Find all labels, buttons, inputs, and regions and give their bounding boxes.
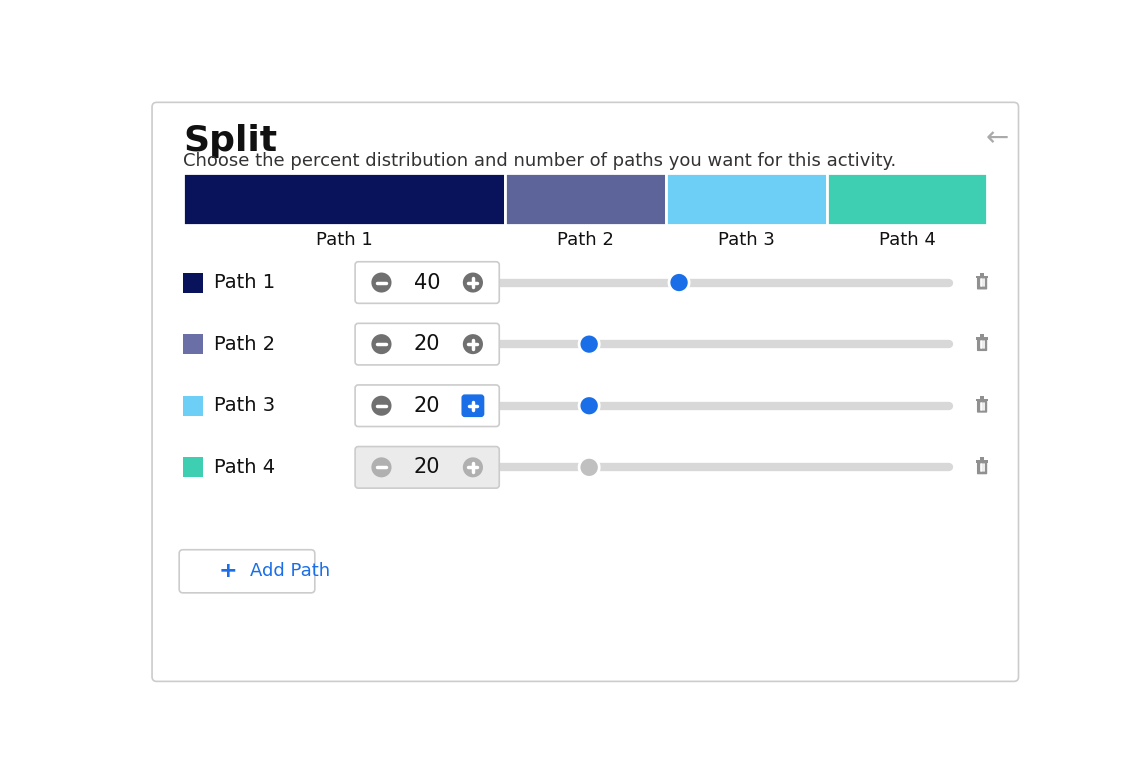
Bar [976, 460, 988, 462]
FancyBboxPatch shape [976, 339, 987, 351]
Text: Path 1: Path 1 [315, 231, 372, 249]
Circle shape [669, 272, 689, 293]
Text: 20: 20 [413, 334, 441, 354]
Bar [183, 396, 203, 416]
Bar [980, 272, 983, 275]
Bar [183, 334, 203, 354]
Bar [980, 334, 983, 338]
Text: Split: Split [183, 124, 278, 158]
FancyBboxPatch shape [355, 324, 499, 365]
Text: Add Path: Add Path [250, 563, 330, 580]
Bar [666, 173, 827, 225]
Text: 20: 20 [413, 457, 441, 477]
Circle shape [371, 272, 392, 293]
Bar [827, 173, 988, 225]
Text: 40: 40 [413, 272, 441, 293]
FancyBboxPatch shape [355, 446, 499, 488]
Text: Path 3: Path 3 [214, 397, 275, 415]
FancyBboxPatch shape [976, 400, 987, 413]
Circle shape [371, 396, 392, 416]
Text: 20: 20 [413, 396, 441, 416]
Circle shape [463, 457, 483, 477]
Text: Path 2: Path 2 [214, 334, 275, 354]
Circle shape [579, 396, 600, 416]
Circle shape [579, 457, 600, 477]
Circle shape [371, 334, 392, 354]
Bar [976, 399, 988, 401]
Text: Path 3: Path 3 [717, 231, 774, 249]
Text: Path 2: Path 2 [557, 231, 613, 249]
Text: Choose the percent distribution and number of paths you want for this activity.: Choose the percent distribution and numb… [183, 151, 896, 170]
Circle shape [579, 334, 600, 354]
FancyBboxPatch shape [463, 396, 483, 416]
Text: Path 1: Path 1 [214, 273, 275, 292]
FancyBboxPatch shape [976, 462, 987, 474]
Circle shape [463, 334, 483, 354]
Text: Path 4: Path 4 [214, 458, 275, 476]
FancyBboxPatch shape [355, 262, 499, 303]
Bar [183, 173, 505, 225]
Bar [183, 272, 203, 293]
Bar [505, 173, 666, 225]
Bar [976, 275, 988, 278]
FancyBboxPatch shape [152, 102, 1019, 681]
FancyBboxPatch shape [355, 385, 499, 427]
Text: ←: ← [986, 124, 1010, 152]
Bar [980, 457, 983, 460]
Bar [980, 396, 983, 399]
FancyBboxPatch shape [976, 277, 987, 289]
Text: +: + [219, 561, 238, 581]
Circle shape [463, 272, 483, 293]
Bar [976, 338, 988, 340]
Bar [183, 457, 203, 477]
FancyBboxPatch shape [179, 549, 315, 593]
Circle shape [371, 457, 392, 477]
Text: Path 4: Path 4 [878, 231, 935, 249]
